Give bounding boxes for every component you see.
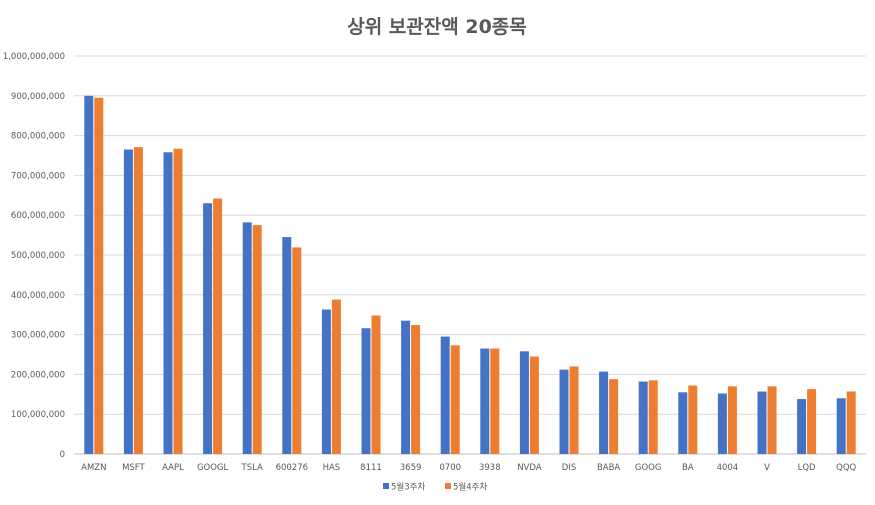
- bar-dis-1: [559, 369, 569, 454]
- bar-v-1: [757, 391, 767, 454]
- bar-aapl-1: [163, 152, 173, 455]
- x-tick-label: DIS: [562, 463, 576, 473]
- bar-8111-1: [361, 328, 371, 454]
- x-tick-label: 600276: [276, 463, 308, 473]
- x-axis-ticks: AMZN MSFT AAPL GOOGL TSLA 600276 HAS 8111 3659 07…: [81, 463, 856, 473]
- x-tick-label: 4004: [717, 463, 739, 473]
- y-tick-label: 400,000,000: [11, 291, 65, 301]
- bar-600276-1: [282, 237, 292, 454]
- y-tick-label: 900,000,000: [11, 92, 65, 102]
- x-tick-label: BABA: [597, 463, 620, 473]
- legend-label-2: 5월4주차: [453, 482, 487, 493]
- bar-nvda-1: [519, 351, 529, 454]
- x-tick-label: 3659: [400, 463, 422, 473]
- x-tick-label: 8111: [360, 463, 382, 473]
- x-tick-label: 3938: [479, 463, 501, 473]
- legend-swatch-1: [383, 483, 389, 489]
- y-tick-label: 800,000,000: [11, 132, 65, 142]
- bars: [84, 95, 856, 455]
- bar-0700-1: [440, 336, 450, 454]
- y-tick-label: 300,000,000: [11, 331, 65, 341]
- x-tick-label: LQD: [798, 463, 816, 473]
- y-tick-label: 700,000,000: [11, 171, 65, 181]
- legend-swatch-2: [445, 483, 451, 489]
- bar-goog-1: [638, 381, 648, 454]
- bar-tsla-1: [242, 222, 252, 454]
- bar-ba-1: [678, 392, 688, 454]
- bar-nvda-2: [529, 356, 539, 454]
- bar-0700-2: [450, 345, 460, 454]
- x-tick-label: MSFT: [122, 463, 145, 473]
- bar-amzn-1: [84, 95, 94, 455]
- bar-4004-1: [717, 393, 727, 454]
- y-tick-label: 500,000,000: [11, 251, 65, 261]
- bar-600276-2: [292, 247, 302, 454]
- gridlines: [74, 55, 866, 455]
- bar-googl-1: [203, 203, 213, 454]
- y-tick-label: 100,000,000: [11, 410, 65, 420]
- x-tick-label: BA: [682, 463, 694, 473]
- y-tick-label: 0: [60, 450, 65, 460]
- bar-4004-2: [727, 386, 737, 454]
- bar-qqq-1: [836, 398, 846, 454]
- bar-lqd-1: [797, 399, 807, 454]
- bar-baba-1: [599, 371, 609, 454]
- bar-3659-1: [401, 320, 411, 454]
- x-tick-label: GOOGL: [197, 463, 229, 473]
- legend: 5월3주차 5월4주차: [383, 482, 487, 493]
- bar-has-2: [331, 299, 341, 454]
- bar-tsla-2: [252, 225, 262, 454]
- y-tick-label: 600,000,000: [11, 211, 65, 221]
- x-tick-label: QQQ: [836, 463, 856, 473]
- bar-amzn-2: [94, 97, 104, 454]
- bar-baba-2: [609, 379, 619, 454]
- bar-googl-2: [213, 198, 223, 454]
- bar-msft-2: [133, 147, 143, 454]
- y-axis-ticks: 0 100,000,000 200,000,000 300,000,000 400,00…: [3, 52, 65, 460]
- bar-3938-1: [480, 348, 490, 454]
- x-tick-label: AAPL: [162, 463, 184, 473]
- x-tick-label: AMZN: [81, 463, 106, 473]
- chart-title: 상위 보관잔액 20종목: [347, 16, 527, 38]
- x-tick-label: 0700: [439, 463, 461, 473]
- bar-8111-2: [371, 315, 381, 454]
- x-tick-label: NVDA: [517, 463, 542, 473]
- x-tick-label: TSLA: [241, 463, 264, 473]
- bar-qqq-2: [846, 391, 856, 454]
- bar-goog-2: [648, 380, 658, 454]
- legend-label-1: 5월3주차: [391, 482, 425, 493]
- bar-ba-2: [688, 385, 698, 454]
- x-tick-label: V: [764, 463, 770, 473]
- x-tick-label: GOOG: [635, 463, 662, 473]
- x-tick-label: HAS: [323, 463, 341, 473]
- bar-dis-2: [569, 366, 579, 454]
- bar-lqd-2: [807, 389, 817, 454]
- bar-3659-2: [411, 325, 421, 454]
- y-tick-label: 1,000,000,000: [3, 52, 65, 62]
- bar-has-1: [321, 309, 331, 454]
- y-tick-label: 200,000,000: [11, 370, 65, 380]
- bar-v-2: [767, 386, 777, 454]
- bar-aapl-2: [173, 148, 183, 454]
- bar-msft-1: [123, 149, 133, 454]
- bar-3938-2: [490, 348, 500, 454]
